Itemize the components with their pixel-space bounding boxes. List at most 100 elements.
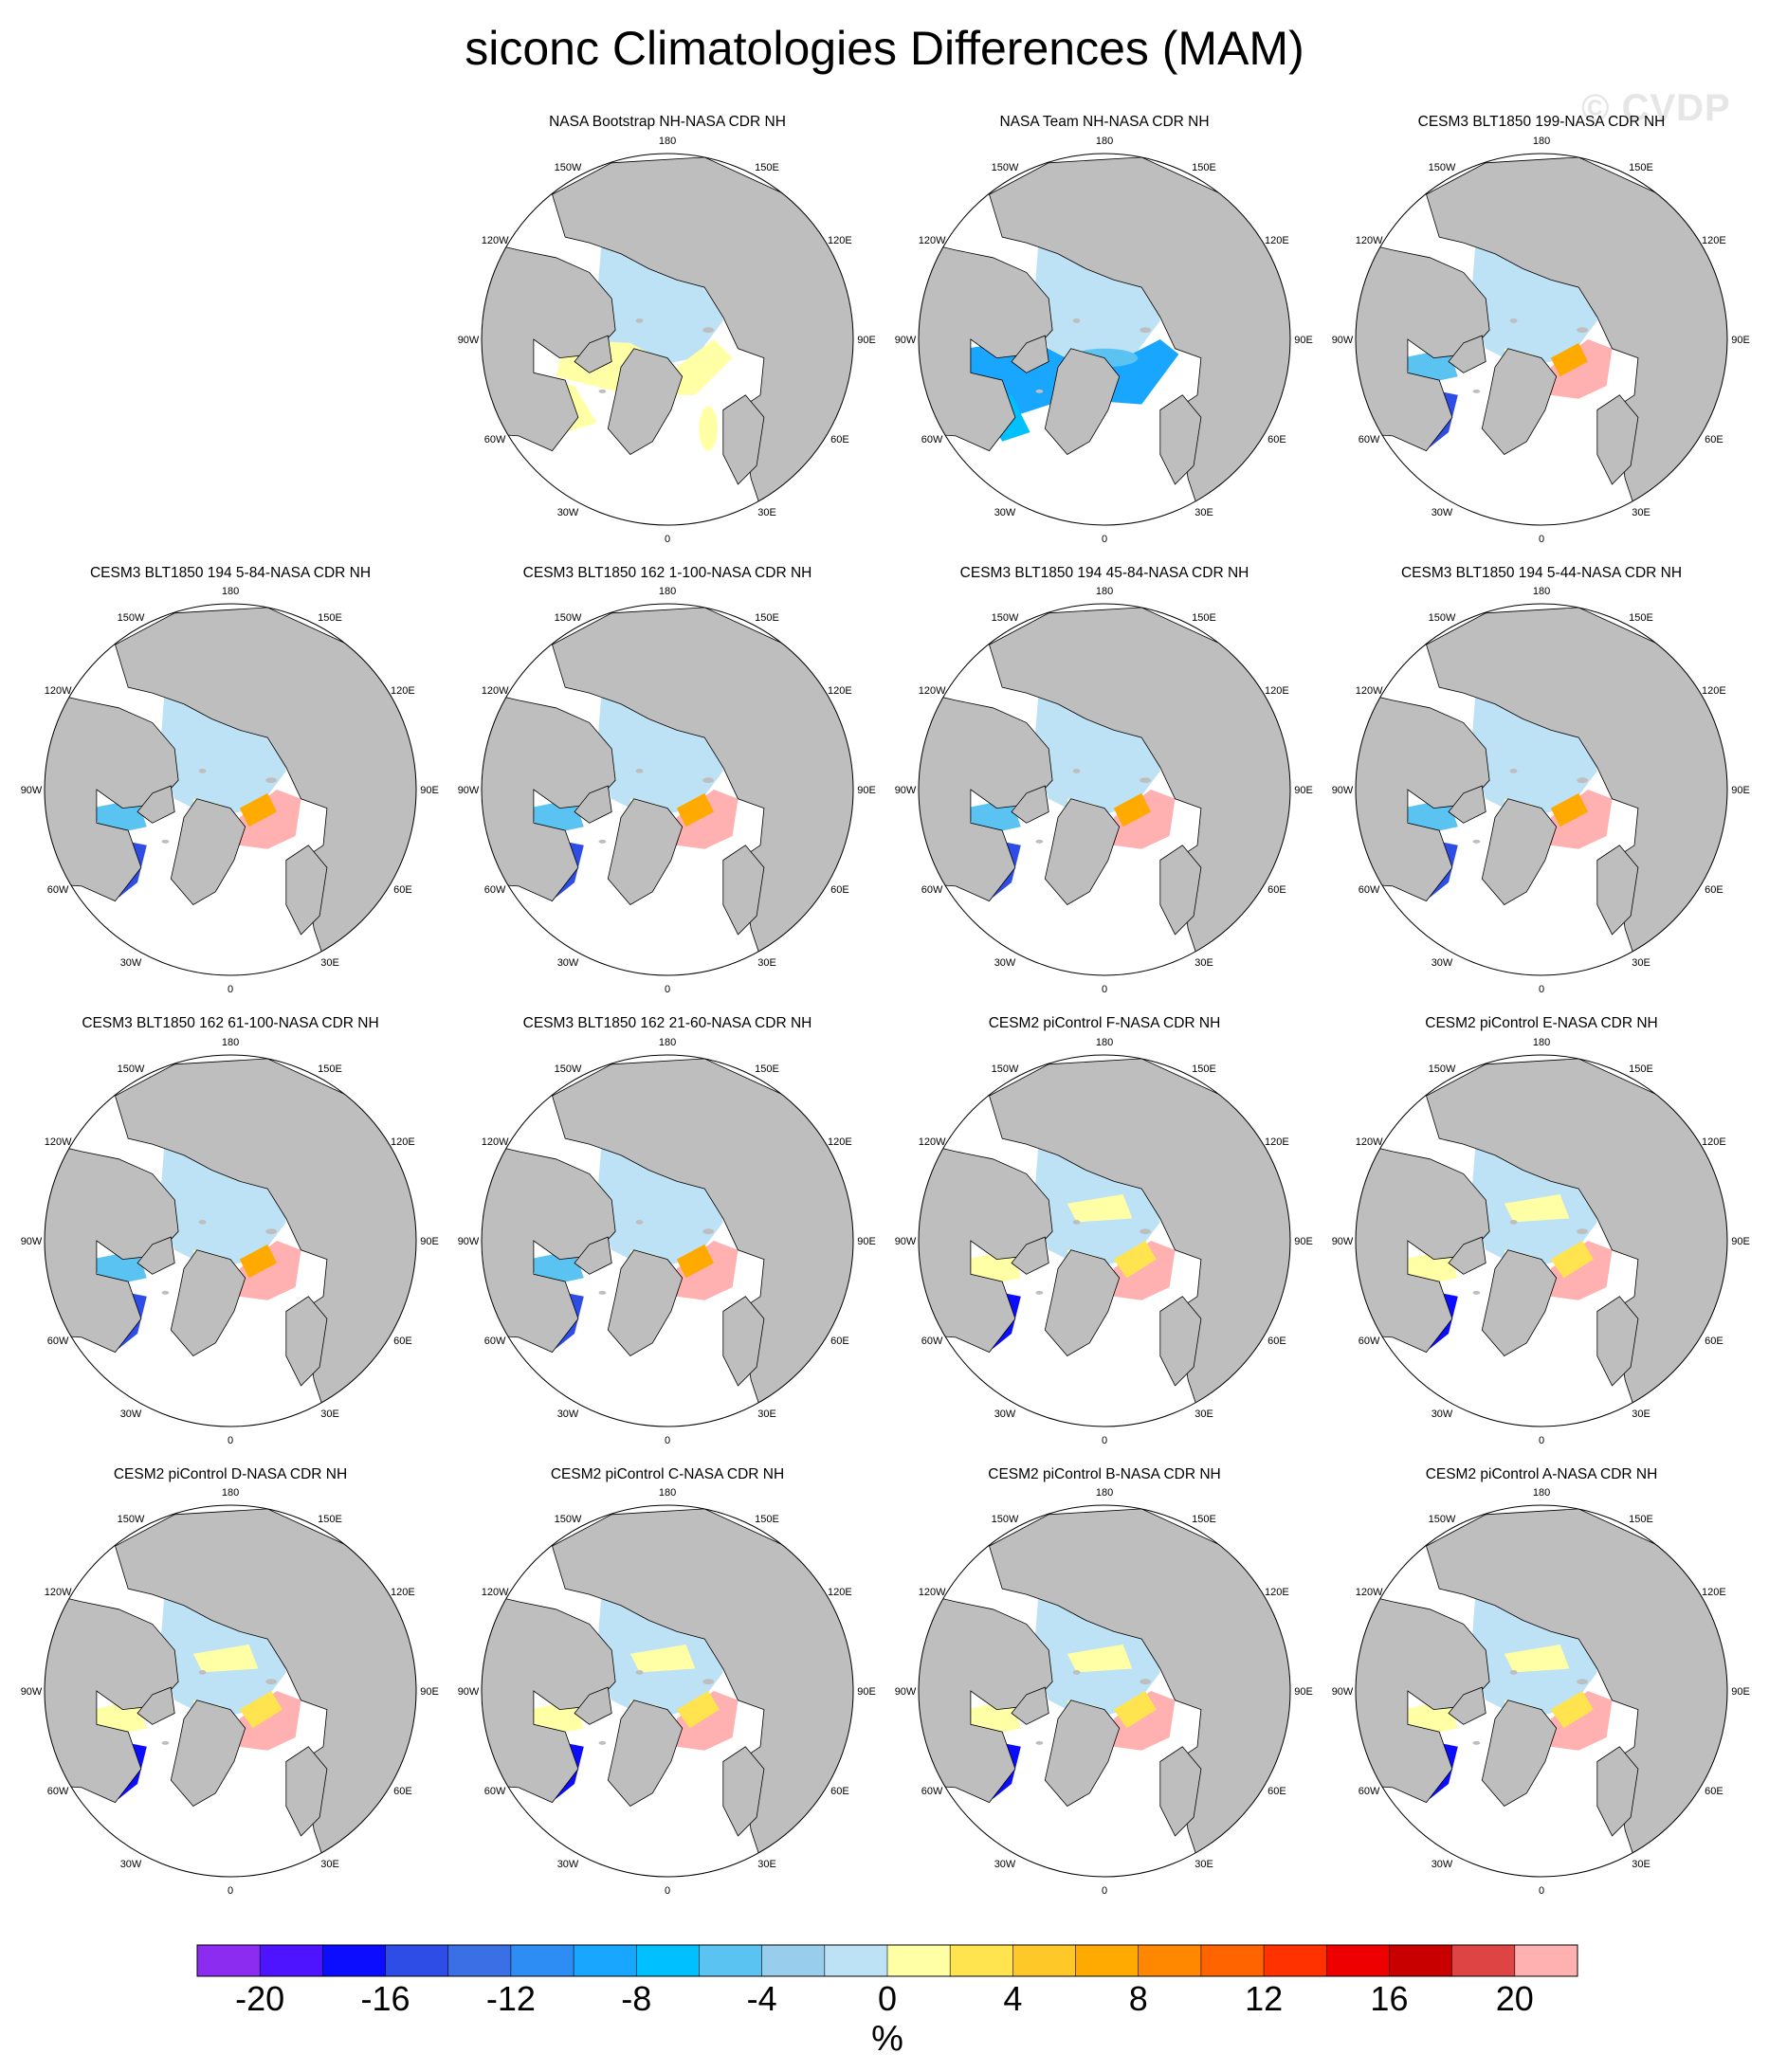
land-america (45, 1588, 179, 1804)
map-border (918, 153, 1291, 526)
longitude-label: 150W (118, 612, 145, 624)
map-layers (1356, 1505, 1727, 1877)
longitude-label: 90E (857, 335, 876, 346)
map-border (481, 153, 854, 526)
longitude-label: 30E (1195, 1859, 1213, 1870)
polar-map-panel: 180 150E 120E 90E 60E 30E 0 30W 60W 90W 120W 150W (458, 1487, 876, 1897)
island (198, 1670, 207, 1675)
ice-difference-region (1067, 1194, 1133, 1223)
land-america (919, 686, 1053, 902)
island (578, 1228, 589, 1234)
ice-difference-region (1550, 1691, 1613, 1751)
island (635, 1670, 644, 1675)
map-layers (45, 604, 416, 975)
map-layers (919, 604, 1290, 975)
longitude-label: 120W (1356, 1136, 1383, 1148)
longitude-label: 0 (1102, 534, 1107, 545)
longitude-label: 150W (1429, 612, 1456, 624)
ice-difference-region (1113, 790, 1176, 849)
land-scandinavia (285, 1746, 328, 1837)
longitude-label: 180 (1096, 586, 1113, 597)
land-greenland (1481, 1699, 1558, 1808)
longitude-label: 150W (118, 1063, 145, 1075)
island (702, 1228, 714, 1235)
island (1509, 769, 1518, 773)
longitude-label: 30E (1632, 957, 1650, 969)
longitude-label: 90E (1731, 335, 1750, 346)
land-scandinavia (1596, 1296, 1639, 1387)
longitude-label: 60W (1359, 1336, 1380, 1347)
land-america (1356, 1137, 1490, 1354)
longitude-label: 30E (320, 1409, 339, 1420)
polar-map-panel: 180 150E 120E 90E 60E 30E 0 30W 60W 90W 120W 150W (458, 1037, 876, 1446)
longitude-label: 90W (1332, 785, 1354, 796)
longitude-label: 30W (994, 1409, 1016, 1420)
polar-map-panel: 180 150E 120E 90E 60E 30E 0 30W 60W 90W 120W 150W (895, 136, 1313, 545)
longitude-label: 120W (482, 1136, 509, 1148)
panel-title: CESM2 piControl F-NASA CDR NH (988, 1015, 1221, 1031)
land-greenland (607, 348, 684, 456)
polar-map-panel: 180 150E 120E 90E 60E 30E 0 30W 60W 90W 120W 150W (458, 136, 876, 545)
longitude-label: 0 (1102, 1885, 1107, 1897)
longitude-label: 120E (828, 235, 852, 246)
map-border (481, 1504, 854, 1878)
ice-difference-region (1550, 1691, 1594, 1729)
ice-difference-region (1113, 1241, 1176, 1300)
polar-map-panel: 180 150E 120E 90E 60E 30E 0 30W 60W 90W 120W 150W (1332, 586, 1750, 995)
island (1627, 1635, 1634, 1644)
longitude-label: 30W (120, 957, 142, 969)
longitude-label: 120W (1356, 235, 1383, 246)
polar-map-panel: 180 150E 120E 90E 60E 30E 0 30W 60W 90W 120W 150W (21, 1037, 439, 1446)
longitude-label: 90E (420, 785, 439, 796)
island (1452, 1679, 1463, 1684)
longitude-label: 180 (1096, 136, 1113, 147)
island (1472, 1290, 1481, 1295)
longitude-label: 120E (1702, 1587, 1726, 1598)
island (753, 283, 760, 292)
longitude-label: 60W (47, 1336, 69, 1347)
map-layers (1356, 154, 1727, 525)
longitude-label: 30E (320, 1859, 339, 1870)
panel-title: CESM2 piControl B-NASA CDR NH (988, 1466, 1221, 1482)
longitude-label: 30W (120, 1409, 142, 1420)
ice-difference-region (239, 1244, 277, 1279)
island (141, 1228, 152, 1234)
longitude-label: 30W (557, 1859, 579, 1870)
land-america (1356, 236, 1490, 452)
longitude-label: 60E (393, 1336, 412, 1347)
longitude-label: 60E (1267, 884, 1286, 896)
longitude-label: 180 (222, 586, 239, 597)
longitude-label: 180 (1533, 1487, 1550, 1499)
longitude-label: 30W (1432, 507, 1453, 518)
map-layers (45, 1055, 416, 1427)
panel-title: CESM3 BLT1850 194 45-84-NASA CDR NH (959, 565, 1249, 581)
island (1627, 1185, 1634, 1193)
longitude-label: 150W (118, 1514, 145, 1525)
longitude-label: 150E (755, 162, 779, 173)
land-america (1356, 686, 1490, 902)
island (1627, 283, 1634, 292)
land-greenland (170, 1249, 246, 1357)
longitude-label: 60E (1705, 1786, 1723, 1797)
longitude-label: 0 (228, 1435, 233, 1446)
map-border (1355, 1504, 1728, 1878)
ice-difference-region (676, 790, 739, 849)
map-border (918, 1504, 1291, 1878)
island (1140, 1228, 1151, 1235)
ice-difference-region (1113, 792, 1151, 827)
polar-map-panel: 180 150E 120E 90E 60E 30E 0 30W 60W 90W 120W 150W (21, 1487, 439, 1897)
longitude-label: 60W (1359, 1786, 1380, 1797)
ice-difference-region (239, 1691, 283, 1729)
longitude-label: 150W (1429, 1514, 1456, 1525)
longitude-label: 150W (992, 1514, 1019, 1525)
island (1140, 777, 1151, 784)
island (753, 734, 760, 742)
land-baffin (574, 785, 612, 824)
island (1015, 1679, 1026, 1684)
longitude-label: 60E (1267, 1336, 1286, 1347)
panel-title: NASA Team NH-NASA CDR NH (999, 114, 1210, 130)
longitude-label: 0 (1539, 534, 1544, 545)
longitude-label: 90W (895, 1686, 917, 1698)
longitude-label: 60W (921, 884, 943, 896)
map-border (481, 1054, 854, 1427)
